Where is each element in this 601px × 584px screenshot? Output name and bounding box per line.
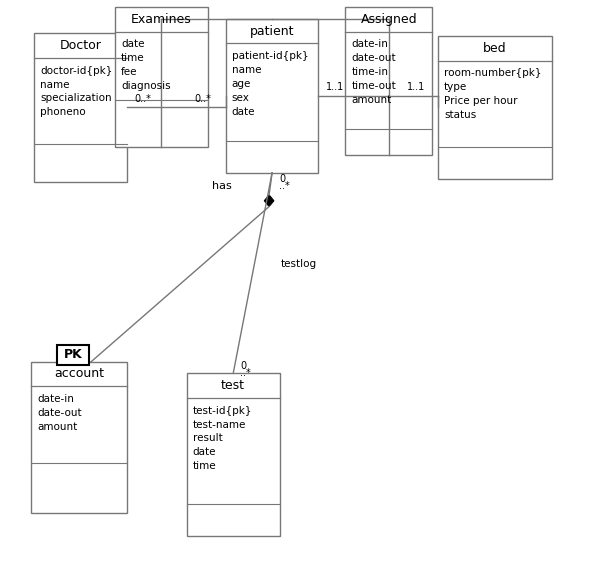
- Text: time: time: [121, 53, 145, 63]
- Text: 0: 0: [279, 173, 285, 183]
- Bar: [31, 361, 127, 513]
- Text: bed: bed: [483, 42, 507, 55]
- Text: specialization: specialization: [40, 93, 112, 103]
- Text: name: name: [232, 65, 261, 75]
- Bar: [226, 19, 319, 173]
- Text: sex: sex: [232, 93, 249, 103]
- Text: 0..*: 0..*: [195, 93, 212, 103]
- Text: date: date: [232, 107, 255, 117]
- Bar: [57, 345, 90, 364]
- Text: ..*: ..*: [279, 181, 290, 191]
- Text: ..*: ..*: [240, 369, 251, 378]
- Text: has: has: [212, 181, 232, 191]
- Text: test: test: [221, 379, 245, 392]
- Text: status: status: [444, 110, 477, 120]
- Text: 1..1: 1..1: [407, 82, 426, 92]
- Text: time-out: time-out: [352, 81, 396, 91]
- Text: Doctor: Doctor: [59, 39, 102, 52]
- Text: diagnosis: diagnosis: [121, 81, 171, 91]
- Text: account: account: [54, 367, 104, 380]
- Text: phoneno: phoneno: [40, 107, 86, 117]
- Text: room-number{pk}: room-number{pk}: [444, 68, 542, 78]
- Text: date: date: [121, 39, 144, 50]
- Text: result: result: [193, 433, 222, 443]
- Text: type: type: [444, 82, 468, 92]
- Text: 1..1: 1..1: [326, 82, 344, 92]
- Text: 0..*: 0..*: [55, 349, 72, 359]
- Text: patient: patient: [250, 25, 294, 37]
- Text: date-out: date-out: [37, 408, 82, 418]
- Text: doctor-id{pk}: doctor-id{pk}: [40, 65, 112, 75]
- Text: Assigned: Assigned: [361, 13, 417, 26]
- Text: name: name: [40, 79, 70, 89]
- Text: testlog: testlog: [281, 259, 317, 269]
- Bar: [346, 7, 432, 155]
- Text: test-id{pk}: test-id{pk}: [193, 405, 252, 416]
- Text: date: date: [193, 447, 216, 457]
- Text: amount: amount: [352, 95, 392, 105]
- Bar: [187, 373, 279, 536]
- Bar: [115, 7, 208, 147]
- Text: date-in: date-in: [352, 39, 388, 50]
- Bar: [34, 33, 127, 182]
- Text: PK: PK: [64, 348, 82, 361]
- Text: time-in: time-in: [352, 67, 388, 77]
- Text: amount: amount: [37, 422, 78, 432]
- Text: patient-id{pk}: patient-id{pk}: [232, 51, 308, 61]
- Text: 0..*: 0..*: [134, 93, 151, 103]
- Text: Examines: Examines: [131, 13, 192, 26]
- Bar: [438, 36, 552, 179]
- Text: Price per hour: Price per hour: [444, 96, 517, 106]
- Polygon shape: [264, 195, 274, 207]
- Text: date-out: date-out: [352, 53, 396, 63]
- Text: age: age: [232, 79, 251, 89]
- Text: date-in: date-in: [37, 394, 74, 404]
- Text: 0: 0: [240, 361, 246, 371]
- Text: time: time: [193, 461, 216, 471]
- Text: fee: fee: [121, 67, 138, 77]
- Text: test-name: test-name: [193, 419, 246, 429]
